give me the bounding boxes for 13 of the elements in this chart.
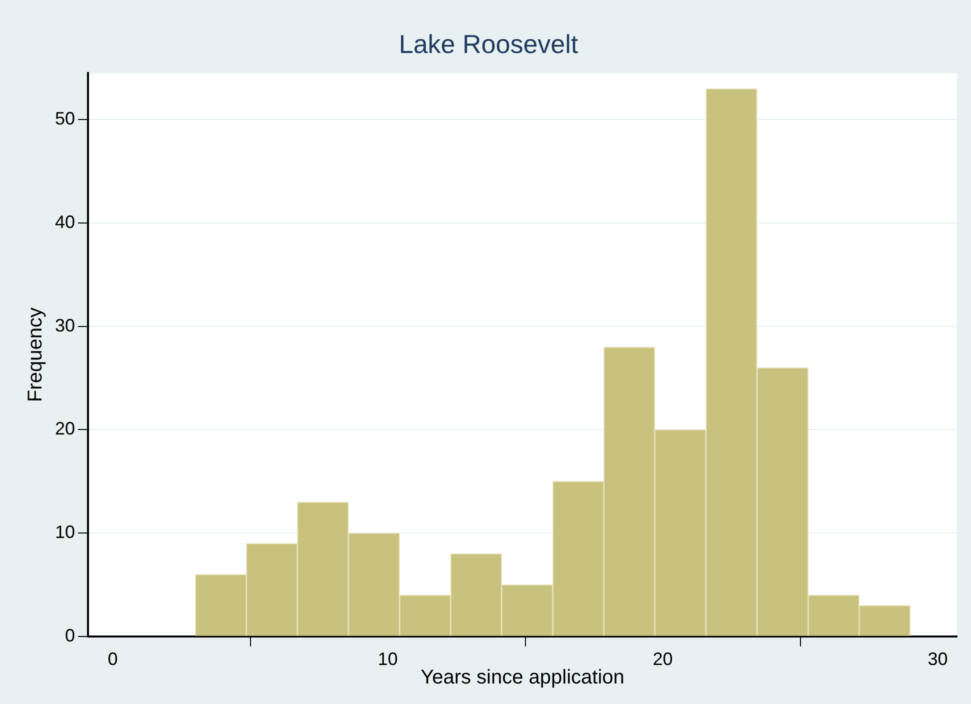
x-tick-label: 20 [652, 649, 673, 670]
y-tick-label: 10 [54, 522, 76, 542]
x-axis-title: Years since application [420, 666, 624, 689]
y-tick-label: 50 [54, 108, 76, 129]
y-axis-title: Frequency [24, 308, 47, 402]
x-tick-label: 30 [928, 649, 948, 670]
y-tick-label: 40 [54, 212, 76, 232]
y-tick-label: 30 [54, 315, 76, 336]
x-tick-label: 0 [108, 649, 118, 670]
x-tick-label: 10 [378, 649, 398, 670]
y-tick-label: 20 [54, 418, 76, 439]
chart-title: Lake Roosevelt [398, 28, 579, 59]
y-tick-label: 0 [65, 625, 76, 646]
